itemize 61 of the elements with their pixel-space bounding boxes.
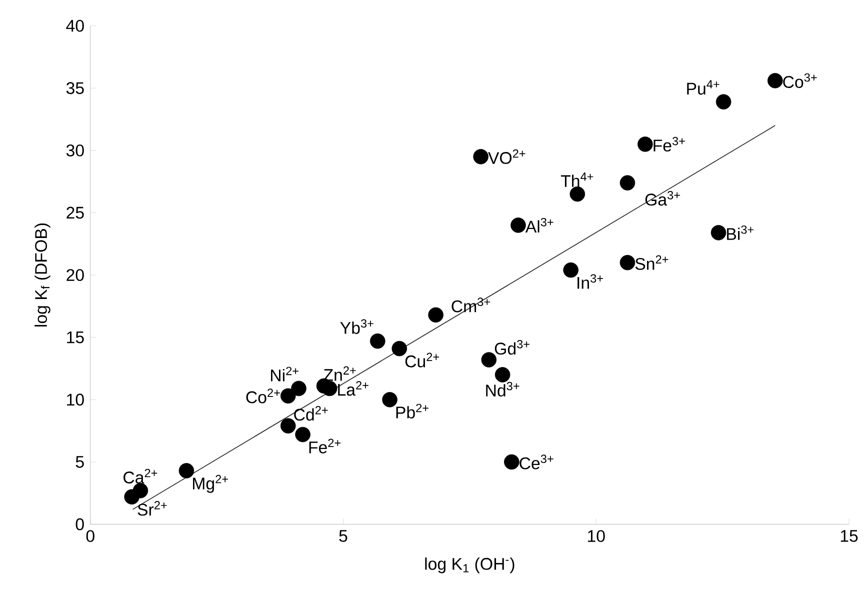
annotation: Co$^{2+}$ xyxy=(246,388,280,404)
annotation: Fe$^{3+}$ xyxy=(654,137,685,152)
point xyxy=(392,341,408,356)
y-tick-label: 40 xyxy=(66,20,84,32)
point xyxy=(504,454,520,470)
annotation: Pu$^{4+}$ xyxy=(687,80,720,95)
point xyxy=(295,427,310,442)
annotation: Bi$^{3+}$ xyxy=(727,226,754,240)
point xyxy=(638,136,653,152)
point xyxy=(473,149,488,164)
point xyxy=(280,418,296,434)
x-tick-label: 0 xyxy=(86,530,94,542)
x-tick-label: 10 xyxy=(588,530,605,542)
y-tick-label: 25 xyxy=(66,206,84,219)
annotation: Fe$^{2+}$ xyxy=(309,438,341,454)
point xyxy=(291,380,306,396)
point xyxy=(510,218,526,233)
annotation: Ce$^{3+}$ xyxy=(520,454,554,470)
annotation: Cu$^{2+}$ xyxy=(405,352,440,368)
annotation: Cd$^{2+}$ xyxy=(294,406,328,421)
point xyxy=(563,262,578,278)
y-tick-label: 15 xyxy=(67,332,84,344)
point xyxy=(428,307,444,323)
y-tick-label: 0 xyxy=(76,518,84,530)
point xyxy=(570,186,586,202)
point xyxy=(178,463,194,478)
point xyxy=(620,175,636,191)
annotation: Th$^{4+}$ xyxy=(560,172,594,188)
x-tick-label: 15 xyxy=(840,530,858,542)
point xyxy=(494,367,510,383)
point xyxy=(124,489,140,505)
x-axis-title: log K$_{1}$ (OH$^{-}$) xyxy=(425,558,514,574)
y-tick-label: 20 xyxy=(66,269,84,282)
annotation: VO$^{2+}$ xyxy=(488,149,526,164)
annotation: Nd$^{3+}$ xyxy=(486,382,520,397)
annotation: Yb$^{3+}$ xyxy=(340,319,374,334)
y-axis-title: log K$_{f}$ (DFOB) xyxy=(34,224,50,327)
annotation: Co$^{3+}$ xyxy=(783,73,817,88)
y-tick-label: 30 xyxy=(66,144,84,157)
point xyxy=(620,255,636,270)
annotation: In$^{3+}$ xyxy=(578,274,603,289)
point xyxy=(280,388,296,404)
point xyxy=(322,380,338,396)
annotation: La$^{2+}$ xyxy=(338,381,368,396)
point xyxy=(710,225,726,240)
annotation: Mg$^{2+}$ xyxy=(193,474,228,493)
annotation: Gd$^{3+}$ xyxy=(494,340,530,355)
point xyxy=(768,73,783,88)
annotation: Sr$^{2+}$ xyxy=(138,501,167,516)
annotation: Ni$^{2+}$ xyxy=(271,366,298,382)
y-tick-label: 10 xyxy=(67,394,84,406)
point xyxy=(370,334,386,349)
annotation: Pb$^{2+}$ xyxy=(396,404,428,419)
x-tick-label: 5 xyxy=(339,530,348,542)
point xyxy=(716,94,732,110)
y-tick-label: 35 xyxy=(66,82,84,94)
annotation: Ca$^{2+}$ xyxy=(124,468,158,484)
point xyxy=(382,392,398,408)
y-tick-label: 5 xyxy=(76,456,84,468)
annotation: Sn$^{2+}$ xyxy=(635,255,668,270)
annotation: Al$^{3+}$ xyxy=(525,218,554,233)
